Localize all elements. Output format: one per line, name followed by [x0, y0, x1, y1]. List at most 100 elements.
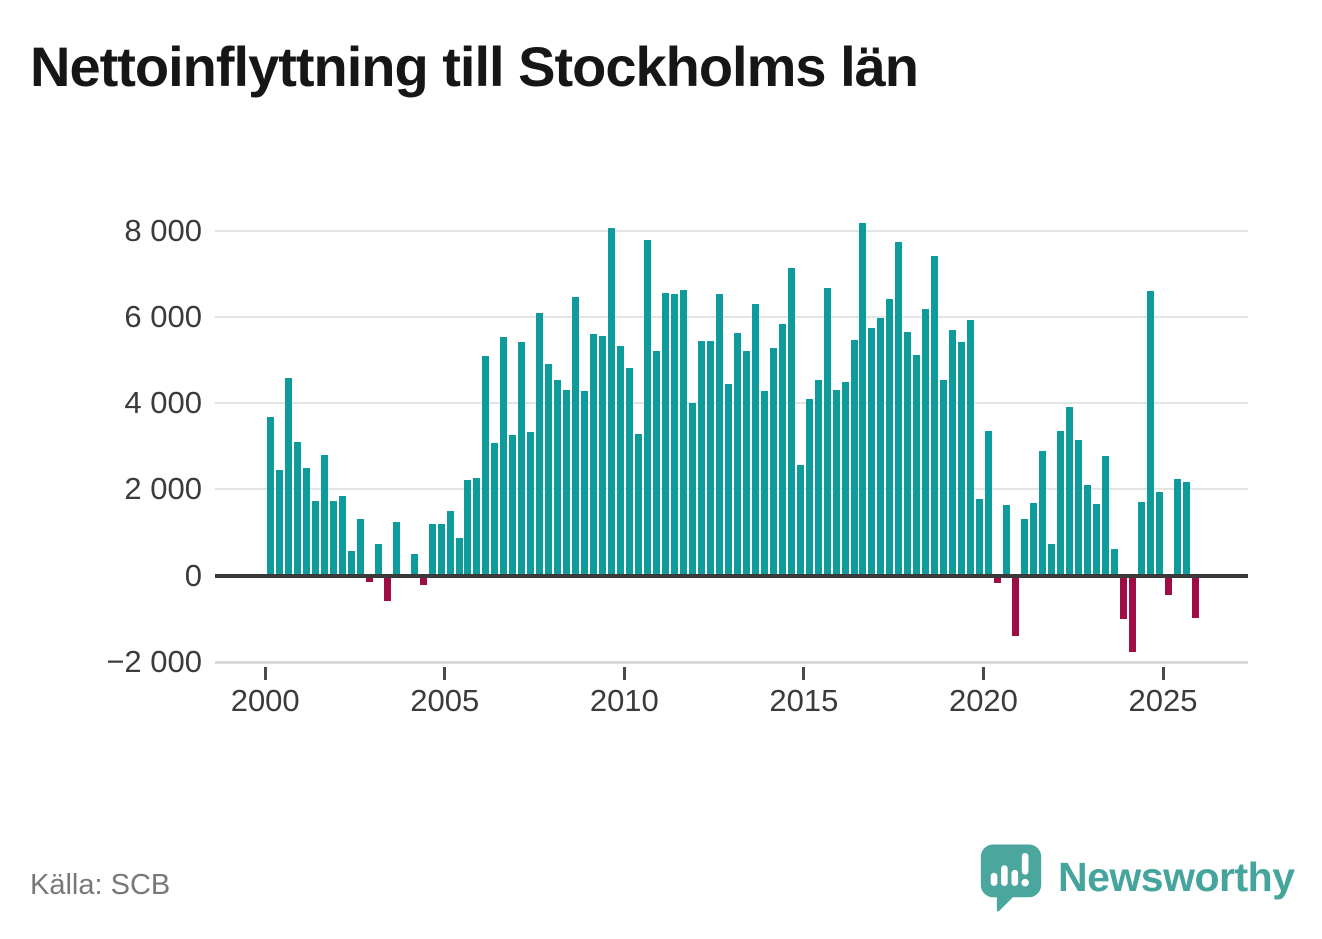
zero-line [215, 573, 1248, 578]
x-axis-tick [263, 667, 267, 680]
bar-2003-q3 [392, 521, 400, 576]
bar-2020-q1 [985, 431, 993, 576]
bar-2014-q3 [787, 267, 795, 576]
bar-2017-q3 [895, 242, 903, 576]
bar-2004-q2 [419, 575, 427, 585]
bar-2012-q3 [715, 293, 723, 576]
bar-2015-q1 [805, 398, 813, 576]
bar-2018-q4 [940, 379, 948, 576]
x-axis-tick [443, 667, 447, 680]
bar-2010-q4 [653, 350, 660, 576]
x-axis-label: 2010 [589, 683, 659, 718]
bar-2013-q4 [760, 390, 768, 576]
bar-2021-q3 [1039, 451, 1047, 576]
bar-2007-q3 [536, 313, 544, 576]
bar-2001-q4 [329, 500, 337, 576]
bar-2018-q1 [913, 355, 921, 576]
newsworthy-logo-icon [980, 844, 1042, 912]
bar-2025-q3 [1182, 482, 1190, 576]
bar-2000-q1 [267, 417, 274, 576]
bar-2021-q2 [1030, 502, 1038, 576]
bar-2015-q2 [814, 380, 822, 576]
bar-2011-q4 [688, 402, 696, 576]
bar-2019-q2 [958, 341, 966, 576]
bar-2022-q1 [1056, 430, 1064, 576]
bar-2014-q2 [778, 324, 786, 576]
x-axis-label: 2005 [410, 683, 480, 718]
bar-2008-q1 [554, 380, 562, 576]
bar-2018-q3 [931, 256, 939, 576]
x-axis-tick [802, 667, 806, 680]
bar-2010-q1 [626, 368, 634, 576]
bar-2015-q4 [832, 390, 840, 576]
bar-2024-q4 [1155, 492, 1163, 576]
x-axis-line [215, 660, 1248, 664]
bar-2013-q3 [751, 303, 759, 576]
bar-2013-q2 [742, 350, 750, 576]
bar-2007-q1 [518, 342, 526, 576]
bar-2022-q2 [1065, 407, 1073, 576]
bar-2006-q3 [500, 336, 508, 576]
bar-2000-q2 [275, 469, 283, 576]
y-axis-label: 4 000 [124, 385, 202, 421]
bar-2023-q1 [1092, 504, 1100, 576]
x-axis-label: 2020 [948, 683, 1018, 718]
bar-2002-q1 [338, 495, 346, 576]
bar-2005-q1 [446, 511, 454, 576]
bar-2019-q3 [967, 320, 975, 576]
bar-2007-q2 [527, 432, 535, 576]
bar-2025-q1 [1164, 575, 1172, 595]
x-axis-tick [622, 667, 626, 680]
bar-2016-q1 [841, 381, 849, 576]
bar-2009-q1 [590, 334, 598, 576]
bar-2018-q2 [922, 309, 930, 576]
bar-2004-q4 [437, 524, 445, 576]
bar-2025-q4 [1191, 575, 1199, 618]
bar-2024-q1 [1128, 575, 1136, 653]
chart-title: Nettoinflyttning till Stockholms län [30, 35, 919, 98]
bar-2023-q3 [1110, 549, 1118, 576]
bar-2001-q1 [302, 467, 310, 576]
bar-2024-q2 [1137, 502, 1145, 576]
bar-2012-q1 [697, 340, 705, 576]
bar-2020-q4 [1012, 575, 1020, 637]
newsworthy-logo: Newsworthy [978, 841, 1295, 913]
bar-2011-q1 [661, 292, 669, 576]
bar-2005-q4 [473, 478, 481, 576]
bar-2016-q4 [868, 327, 876, 576]
bar-2024-q3 [1146, 290, 1154, 576]
bar-2012-q2 [706, 340, 714, 576]
bar-2017-q2 [886, 299, 894, 576]
bar-2017-q4 [904, 331, 912, 576]
bar-2016-q3 [859, 223, 867, 576]
bar-2011-q2 [670, 293, 678, 576]
gridline [215, 229, 1248, 232]
x-axis-tick [981, 667, 985, 680]
bar-2006-q1 [482, 356, 490, 576]
bar-2013-q1 [733, 333, 741, 576]
bar-2012-q4 [724, 384, 732, 576]
bar-2001-q3 [320, 455, 328, 576]
bar-2000-q3 [284, 378, 292, 576]
y-axis-label: 8 000 [124, 212, 202, 248]
bar-2002-q3 [356, 519, 364, 576]
bar-2003-q1 [374, 544, 382, 576]
bar-2021-q1 [1021, 519, 1029, 576]
bar-2023-q2 [1101, 455, 1109, 576]
bar-2025-q2 [1173, 479, 1181, 576]
bar-2002-q2 [347, 550, 355, 576]
bar-2022-q3 [1074, 439, 1082, 576]
bar-2000-q4 [293, 442, 301, 576]
bar-2011-q3 [679, 289, 687, 576]
bar-2010-q2 [635, 433, 643, 576]
y-axis-label: 0 [184, 557, 202, 593]
bar-2019-q4 [976, 498, 984, 576]
x-axis-label: 2000 [230, 683, 300, 718]
bar-2007-q4 [545, 364, 553, 576]
bar-2008-q3 [572, 297, 580, 576]
bar-2004-q3 [428, 524, 436, 576]
bar-2022-q4 [1083, 485, 1091, 576]
bar-2001-q2 [311, 500, 319, 576]
y-axis-label: 2 000 [124, 471, 202, 507]
